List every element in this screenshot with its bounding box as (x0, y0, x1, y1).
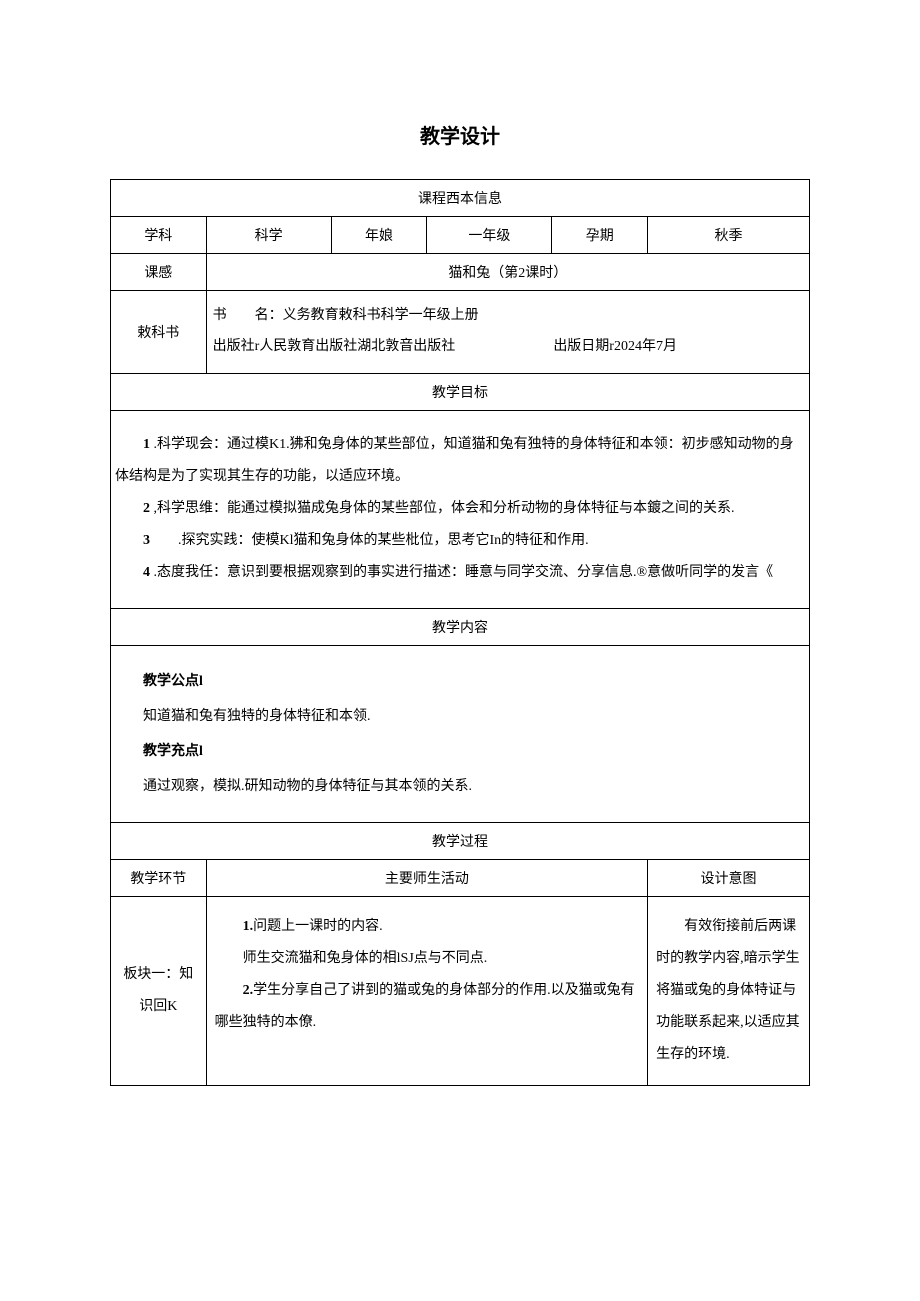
process-activity-1: 1.问题上一课时的内容. 师生交流猫和兔身体的相lSJ点与不同点. 2.学生分享… (206, 896, 647, 1086)
process-intent-1: 有效衔接前后两课时的教学内容,暗示学生将猫或兔的身体特证与功能联系起来,以适应其… (648, 896, 810, 1086)
process-phase-1: 板块一：知识回K (111, 896, 207, 1086)
semester-value: 秋季 (648, 217, 810, 254)
objectives-header: 教学目标 (111, 373, 810, 410)
page-title: 教学设计 (110, 120, 810, 149)
lesson-label: 课感 (111, 254, 207, 291)
objectives-content: 1 .科学现会：通过模K1.狒和兔身体的某些部位，知道猫和兔有独特的身体特征和本… (111, 410, 810, 608)
content-header: 教学内容 (111, 608, 810, 645)
grade-label: 年娘 (331, 217, 427, 254)
subject-value: 科学 (206, 217, 331, 254)
process-col1: 教学环节 (111, 859, 207, 896)
process-header: 教学过程 (111, 822, 810, 859)
subject-label: 学科 (111, 217, 207, 254)
process-col3: 设计意图 (648, 859, 810, 896)
basic-info-header: 课程西本信息 (111, 180, 810, 217)
semester-label: 孕期 (552, 217, 648, 254)
textbook-label: 敕科书 (111, 291, 207, 374)
textbook-info: 书 名：义务教育敕科书科学一年级上册 出版社r人民敦育出版社湖北敦音出版社 出版… (206, 291, 809, 374)
lesson-plan-table: 课程西本信息 学科 科学 年娘 一年级 孕期 秋季 课感 猫和兔（第2课时） 敕… (110, 179, 810, 1086)
process-col2: 主要师生活动 (206, 859, 647, 896)
lesson-value: 猫和兔（第2课时） (206, 254, 809, 291)
grade-value: 一年级 (427, 217, 552, 254)
content-body: 教学公点l 知道猫和兔有独特的身体特征和本领. 教学充点l 通过观察，模拟.研知… (111, 645, 810, 822)
